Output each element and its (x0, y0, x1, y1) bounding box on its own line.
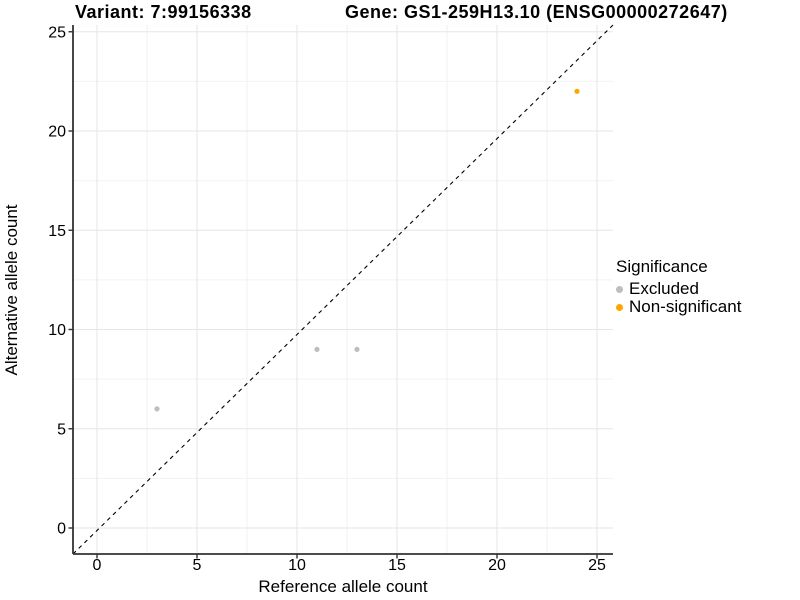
x-tick-label: 15 (388, 557, 406, 574)
data-point-excluded (314, 346, 320, 352)
x-axis-label: Reference allele count (258, 577, 427, 596)
legend: Significance Excluded Non-significant (616, 257, 800, 316)
x-tick-label: 5 (193, 557, 202, 574)
y-tick-label: 0 (57, 521, 66, 538)
y-tick-label: 5 (57, 421, 66, 438)
x-tick-label: 25 (588, 557, 606, 574)
plot-panel: 0 5 10 15 20 25 0 5 10 15 20 25 (48, 24, 614, 574)
x-tick-label: 0 (93, 557, 102, 574)
data-point-excluded (354, 346, 360, 352)
y-tick-label: 15 (48, 223, 66, 240)
plot-title-gene: Gene: GS1-259H13.10 (ENSG00000272647) (345, 2, 728, 22)
y-tick-label: 20 (48, 124, 66, 141)
y-tick-label: 10 (48, 322, 66, 339)
legend-title: Significance (616, 257, 708, 276)
legend-item-non-significant: Non-significant (616, 297, 800, 316)
non-significant-dot-icon (616, 303, 623, 311)
legend-label-non-significant: Non-significant (629, 297, 742, 316)
legend-label-excluded: Excluded (629, 279, 699, 298)
x-tick-label: 10 (288, 557, 306, 574)
identity-dashed-line (72, 24, 614, 555)
plot-title-variant: Variant: 7:99156338 (75, 2, 252, 22)
data-point-excluded (154, 406, 160, 412)
excluded-dot-icon (616, 285, 623, 293)
data-point-non-significant (574, 88, 580, 94)
y-tick-label: 25 (48, 24, 66, 41)
x-tick-label: 20 (488, 557, 506, 574)
legend-item-excluded: Excluded (616, 279, 800, 298)
y-axis-label: Alternative allele count (2, 204, 21, 375)
